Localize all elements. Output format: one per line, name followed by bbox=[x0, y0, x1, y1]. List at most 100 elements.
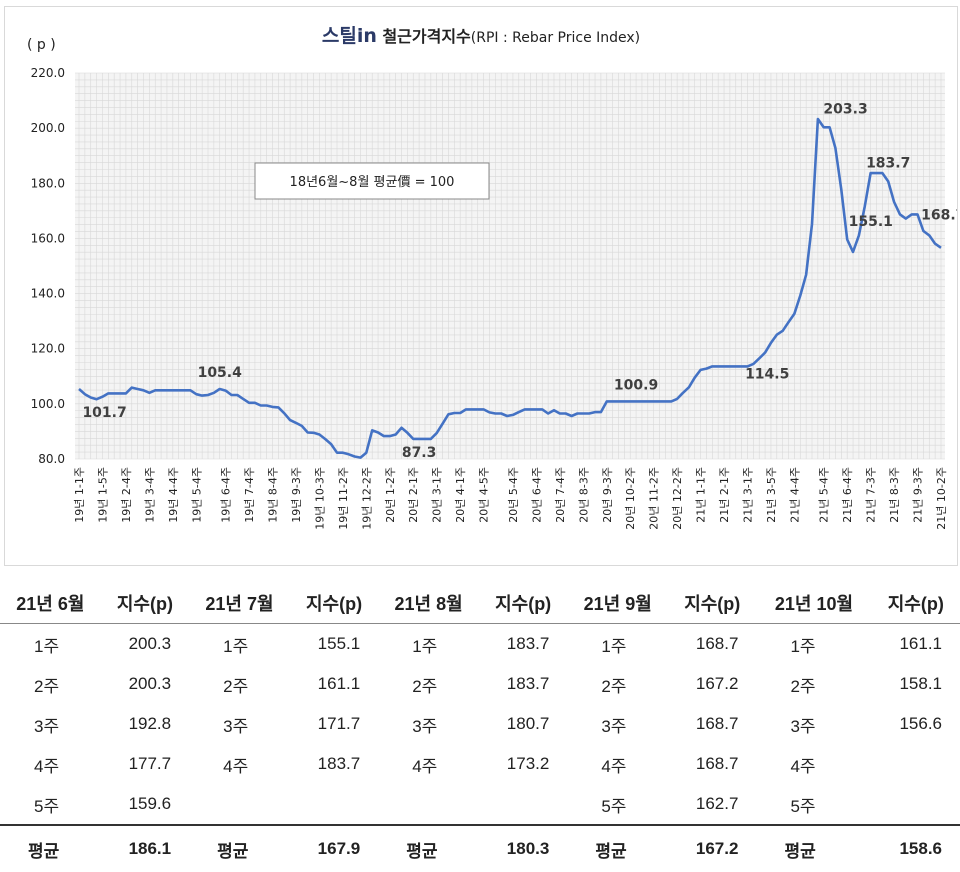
week-cell: 평균 bbox=[189, 824, 290, 872]
chart-title-text: 철근가격지수 bbox=[382, 27, 471, 46]
value-cell: 161.1 bbox=[899, 634, 942, 653]
x-tick-label: 19년 6-4주 bbox=[220, 467, 233, 523]
monthly-index-table: 21년 6월 지수(p) 21년 7월 지수(p) 21년 8월 지수(p) 21년 9월 지… bbox=[0, 583, 960, 872]
data-label: 100.9 bbox=[614, 377, 658, 393]
week-cell: 2주 bbox=[601, 676, 627, 696]
week-cell: 3주 bbox=[412, 716, 438, 736]
x-tick-label: 20년 3-1주 bbox=[431, 467, 444, 523]
week-cell: 3주 bbox=[223, 716, 249, 736]
week-cell: 4주 bbox=[34, 756, 60, 776]
x-tick-label: 20년 7-4주 bbox=[554, 467, 567, 523]
week-cell bbox=[378, 784, 479, 825]
index-header: 지수(p) bbox=[668, 583, 757, 624]
y-tick-label: 180.0 bbox=[31, 176, 65, 190]
brand-logo: 스틸in bbox=[321, 25, 377, 47]
x-tick-label: 21년 7-3주 bbox=[865, 467, 878, 523]
y-tick-label: 100.0 bbox=[31, 397, 65, 411]
x-tick-label: 19년 4-4주 bbox=[167, 467, 180, 523]
data-label: 203.3 bbox=[823, 101, 867, 117]
month-header: 21년 8월 bbox=[378, 583, 479, 624]
value-cell: 192.8 bbox=[128, 714, 172, 733]
week-cell: 5주 bbox=[790, 796, 816, 816]
data-label: 183.7 bbox=[866, 155, 910, 171]
week-cell: 평균 bbox=[0, 824, 101, 872]
value-cell: 168.7 bbox=[695, 634, 739, 653]
week-cell: 평균 bbox=[567, 824, 669, 872]
week-cell: 4주 bbox=[412, 756, 438, 776]
note-text: 18년6월~8월 평균價 = 100 bbox=[290, 175, 455, 190]
week-cell: 1주 bbox=[34, 636, 60, 656]
value-cell: 168.7 bbox=[695, 714, 739, 733]
week-cell: 5주 bbox=[34, 796, 60, 816]
week-cell: 평균 bbox=[756, 824, 872, 872]
value-cell: 183.7 bbox=[506, 634, 550, 653]
month-header: 21년 9월 bbox=[567, 583, 669, 624]
x-tick-label: 20년 6-4주 bbox=[530, 467, 543, 523]
value-cell: 167.2 bbox=[695, 674, 739, 693]
y-tick-label: 200.0 bbox=[31, 121, 65, 135]
x-tick-label: 21년 8-3주 bbox=[888, 467, 901, 523]
week-cell: 1주 bbox=[223, 636, 249, 656]
value-cell bbox=[290, 784, 378, 825]
x-tick-label: 21년 9-3주 bbox=[912, 467, 925, 523]
x-tick-label: 20년 10-2주 bbox=[624, 467, 637, 530]
x-tick-label: 20년 11-2주 bbox=[648, 467, 661, 530]
x-tick-label: 19년 3-4주 bbox=[143, 467, 156, 523]
table-row: 4주 177.7 4주 183.7 4주 173.2 4주 168.7 4주 bbox=[0, 744, 960, 784]
value-cell: 158.6 bbox=[871, 824, 960, 872]
data-label: 105.4 bbox=[198, 365, 243, 381]
week-cell: 1주 bbox=[601, 636, 627, 656]
week-cell: 2주 bbox=[223, 676, 249, 696]
x-tick-label: 20년 12-2주 bbox=[671, 467, 684, 530]
value-cell: 158.1 bbox=[899, 674, 942, 693]
week-cell: 4주 bbox=[601, 756, 627, 776]
table-header-row: 21년 6월 지수(p) 21년 7월 지수(p) 21년 8월 지수(p) 21년 9월 지… bbox=[0, 583, 960, 624]
value-cell bbox=[872, 784, 960, 825]
value-cell: 168.7 bbox=[695, 754, 739, 773]
chart-title: 스틸in 철근가격지수(RPI : Rebar Price Index) bbox=[5, 21, 957, 48]
week-cell: 2주 bbox=[412, 676, 438, 696]
week-cell: 3주 bbox=[34, 716, 60, 736]
x-tick-label: 20년 4-5주 bbox=[478, 467, 491, 523]
x-tick-label: 19년 11-2주 bbox=[337, 467, 350, 530]
week-cell: 5주 bbox=[601, 796, 627, 816]
table-row: 2주 200.3 2주 161.1 2주 183.7 2주 167.2 2주 158.1 bbox=[0, 664, 960, 704]
x-tick-label: 21년 4-4주 bbox=[788, 467, 801, 523]
y-tick-label: 120.0 bbox=[31, 342, 65, 356]
week-cell: 4주 bbox=[223, 756, 249, 776]
data-label: 168.7 bbox=[921, 207, 957, 223]
month-header: 21년 10월 bbox=[756, 583, 872, 624]
note-box bbox=[254, 162, 490, 200]
value-cell: 180.7 bbox=[506, 714, 550, 733]
x-tick-label: 19년 12-2주 bbox=[360, 467, 373, 530]
y-tick-label: 80.0 bbox=[38, 452, 65, 466]
x-tick-label: 20년 5-4주 bbox=[507, 467, 520, 523]
x-tick-label: 19년 8-4주 bbox=[267, 467, 280, 523]
week-cell: 1주 bbox=[790, 636, 816, 656]
index-header: 지수(p) bbox=[871, 583, 960, 624]
average-row: 평균 186.1 평균 167.9 평균 180.3 평균 167.2 평균 158.6 bbox=[0, 824, 960, 872]
week-cell: 3주 bbox=[601, 716, 627, 736]
line-chart: ( p ) 80.0 100.0 120.0 140.0 160.0 180.0 200.0 2… bbox=[27, 7, 957, 530]
chart-subtitle: (RPI : Rebar Price Index) bbox=[470, 30, 641, 46]
value-cell: 177.7 bbox=[128, 754, 172, 773]
value-cell: 161.1 bbox=[317, 674, 361, 693]
x-tick-label: 21년 2-1주 bbox=[718, 467, 731, 523]
x-tick-label: 19년 10-3주 bbox=[313, 467, 326, 530]
month-header: 21년 6월 bbox=[0, 583, 101, 624]
x-tick-label: 20년 1-2주 bbox=[384, 467, 397, 523]
value-cell: 167.9 bbox=[289, 824, 379, 872]
x-tick-label: 20년 9-3주 bbox=[601, 467, 614, 523]
x-tick-label: 19년 1-1주 bbox=[73, 467, 86, 523]
value-cell: 155.1 bbox=[317, 634, 361, 653]
value-cell: 162.7 bbox=[695, 794, 739, 813]
y-tick-label: 140.0 bbox=[31, 287, 65, 301]
value-cell: 183.7 bbox=[506, 674, 550, 693]
table-row: 5주 159.6 5주 162.7 5주 bbox=[0, 784, 960, 825]
x-tick-label: 19년 2-4주 bbox=[120, 467, 133, 523]
series-line bbox=[78, 117, 942, 459]
data-label: 114.5 bbox=[745, 366, 789, 382]
data-label: 87.3 bbox=[402, 445, 437, 461]
data-label: 155.1 bbox=[849, 214, 893, 230]
data-label: 101.7 bbox=[82, 405, 126, 421]
